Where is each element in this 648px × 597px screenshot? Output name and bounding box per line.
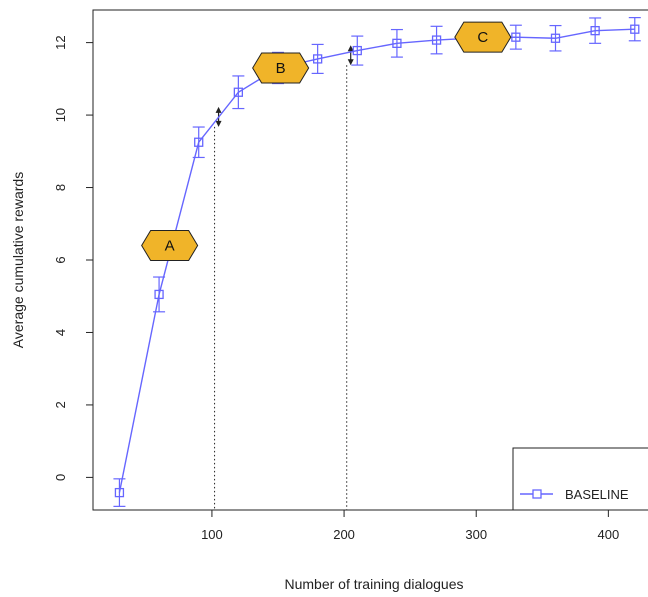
annotation-badge	[141, 230, 199, 262]
arrow-up-icon	[215, 106, 222, 113]
arrow-down-icon	[215, 120, 222, 127]
data-point	[312, 54, 323, 64]
y-axis: 0 2 4 6 8 10 12	[53, 35, 93, 481]
y-axis-title: Average cumulative rewards	[10, 172, 26, 348]
legend-marker	[532, 489, 542, 499]
data-point	[431, 35, 442, 45]
data-point	[550, 33, 561, 43]
x-tick-label: 300	[465, 527, 487, 542]
data-point	[392, 38, 402, 48]
annotation-label: A	[165, 238, 175, 255]
annotation-badge	[252, 52, 310, 84]
plot-area: A B C	[92, 9, 648, 511]
data-point	[352, 45, 362, 56]
x-axis-title: Number of training dialogues	[285, 576, 464, 592]
legend-label: BASELINE	[565, 487, 629, 502]
legend-box	[512, 447, 648, 511]
arrow-up-icon	[347, 45, 354, 52]
y-tick-label: 8	[53, 184, 68, 191]
series-line	[118, 28, 635, 493]
y-tick-label: 12	[53, 35, 68, 49]
data-point	[154, 289, 164, 300]
data-point	[511, 32, 521, 42]
y-tick-label: 10	[53, 108, 68, 122]
x-tick-label: 100	[201, 527, 223, 542]
data-point	[114, 487, 125, 498]
arrow-down-icon	[347, 59, 354, 66]
data-point	[194, 137, 204, 147]
annotation-label: B	[276, 60, 286, 77]
data-point	[590, 26, 600, 36]
legend: BASELINE	[512, 447, 648, 511]
x-axis: 100 200 300 400	[201, 510, 619, 542]
y-tick-label: 2	[53, 401, 68, 408]
data-point	[233, 87, 244, 97]
annotation-badge	[454, 21, 512, 53]
y-tick-label: 0	[53, 474, 68, 481]
x-tick-label: 400	[598, 527, 620, 542]
data-point	[630, 24, 640, 34]
y-tick-label: 6	[53, 256, 68, 263]
x-tick-label: 200	[333, 527, 355, 542]
y-tick-label: 4	[53, 329, 68, 336]
annotation-label: C	[477, 29, 488, 46]
